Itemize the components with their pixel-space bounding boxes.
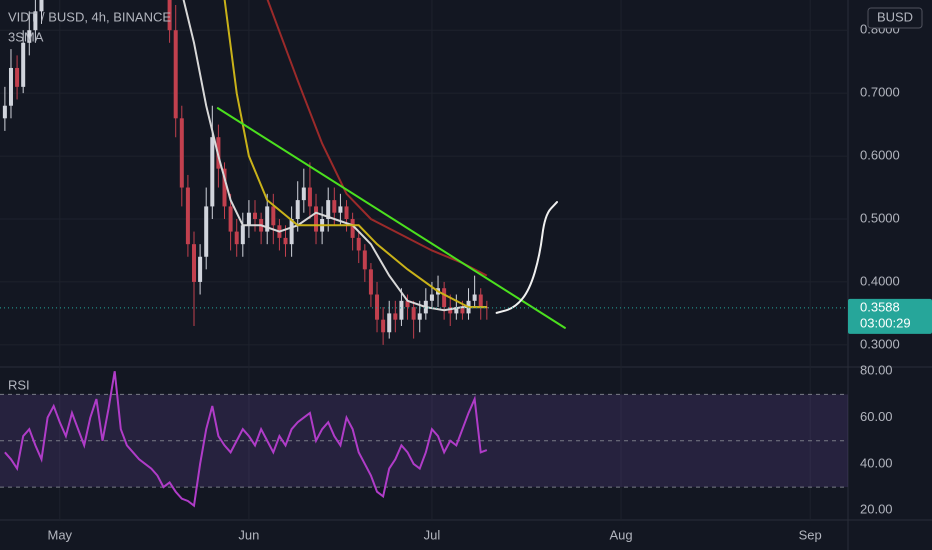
candle-body xyxy=(198,256,203,282)
x-tick-label: Jun xyxy=(238,527,259,542)
currency-label[interactable]: BUSD xyxy=(877,9,913,24)
candle-body xyxy=(442,288,447,308)
candle-body xyxy=(240,225,245,245)
candle-body xyxy=(179,118,184,188)
candle-body xyxy=(362,250,367,270)
candle-body xyxy=(338,206,343,213)
countdown-label: 03:00:29 xyxy=(860,315,911,330)
candle-body xyxy=(289,219,294,245)
candle-body xyxy=(387,313,392,333)
candle-body xyxy=(381,319,386,333)
candle-body xyxy=(307,187,312,207)
candle-body xyxy=(314,206,319,232)
candle-body xyxy=(295,200,300,219)
candle-body xyxy=(167,0,172,31)
x-tick-label: Aug xyxy=(609,527,632,542)
candle-body xyxy=(405,300,410,308)
main-pane xyxy=(0,0,848,345)
indicator-label: 3SMA xyxy=(8,29,44,44)
candle-body xyxy=(332,200,337,213)
candle-body xyxy=(253,212,258,219)
candle-body xyxy=(411,307,416,320)
candle-body xyxy=(472,294,477,301)
candle-body xyxy=(39,0,44,12)
candle-body xyxy=(222,168,227,207)
chart-title: VIDT / BUSD, 4h, BINANCE xyxy=(8,9,171,24)
y-tick-label: 0.6000 xyxy=(860,148,900,163)
rsi-pane xyxy=(0,371,848,508)
candle-body xyxy=(448,307,453,314)
currency-box[interactable] xyxy=(867,7,923,29)
candle-body xyxy=(192,244,197,282)
candle-body xyxy=(210,137,215,207)
candle-body xyxy=(375,294,380,320)
projection-curve xyxy=(495,201,558,314)
candle-body xyxy=(2,105,7,119)
candle-body xyxy=(417,313,422,320)
candle-body xyxy=(478,294,483,308)
candle-body xyxy=(399,300,404,320)
y-tick-label: 0.7000 xyxy=(860,85,900,100)
candle-body xyxy=(271,206,276,226)
candle-body xyxy=(246,212,251,226)
y-tick-label: 0.5000 xyxy=(860,210,900,225)
candle-body xyxy=(204,206,209,257)
candle-body xyxy=(228,206,233,232)
candle-body xyxy=(173,30,178,119)
moving-average xyxy=(266,0,488,277)
candle-body xyxy=(393,313,398,320)
y-tick-label: 0.4000 xyxy=(860,273,900,288)
candle-body xyxy=(350,219,355,238)
candle-body xyxy=(460,307,465,314)
candle-body xyxy=(344,206,349,219)
x-tick-label: Jul xyxy=(424,527,441,542)
rsi-tick-label: 20.00 xyxy=(860,502,893,517)
candle-body xyxy=(301,187,306,201)
rsi-tick-label: 40.00 xyxy=(860,455,893,470)
candle-body xyxy=(234,231,239,245)
moving-average xyxy=(223,0,487,309)
candle-body xyxy=(429,294,434,301)
last-price-box xyxy=(848,298,932,334)
grid xyxy=(0,0,848,520)
rsi-line xyxy=(4,371,488,508)
candle-body xyxy=(454,307,459,314)
last-price-label: 0.3588 xyxy=(860,299,900,314)
candle-body xyxy=(27,30,32,43)
candle-body xyxy=(33,11,38,31)
candle-body xyxy=(21,42,26,87)
candle-body xyxy=(265,206,270,232)
rsi-title: RSI xyxy=(8,377,30,392)
trend-line xyxy=(216,107,566,329)
candle-body xyxy=(356,237,361,251)
candle-body xyxy=(368,269,373,295)
x-tick-label: May xyxy=(48,527,73,542)
candle-body xyxy=(15,67,20,87)
y-tick-label: 0.3000 xyxy=(860,336,900,351)
candle-body xyxy=(326,200,331,219)
rsi-tick-label: 60.00 xyxy=(860,409,893,424)
candle-body xyxy=(283,237,288,245)
candle-body xyxy=(8,67,13,106)
x-tick-label: Sep xyxy=(799,527,822,542)
candle-body xyxy=(185,187,190,245)
rsi-tick-label: 80.00 xyxy=(860,363,893,378)
